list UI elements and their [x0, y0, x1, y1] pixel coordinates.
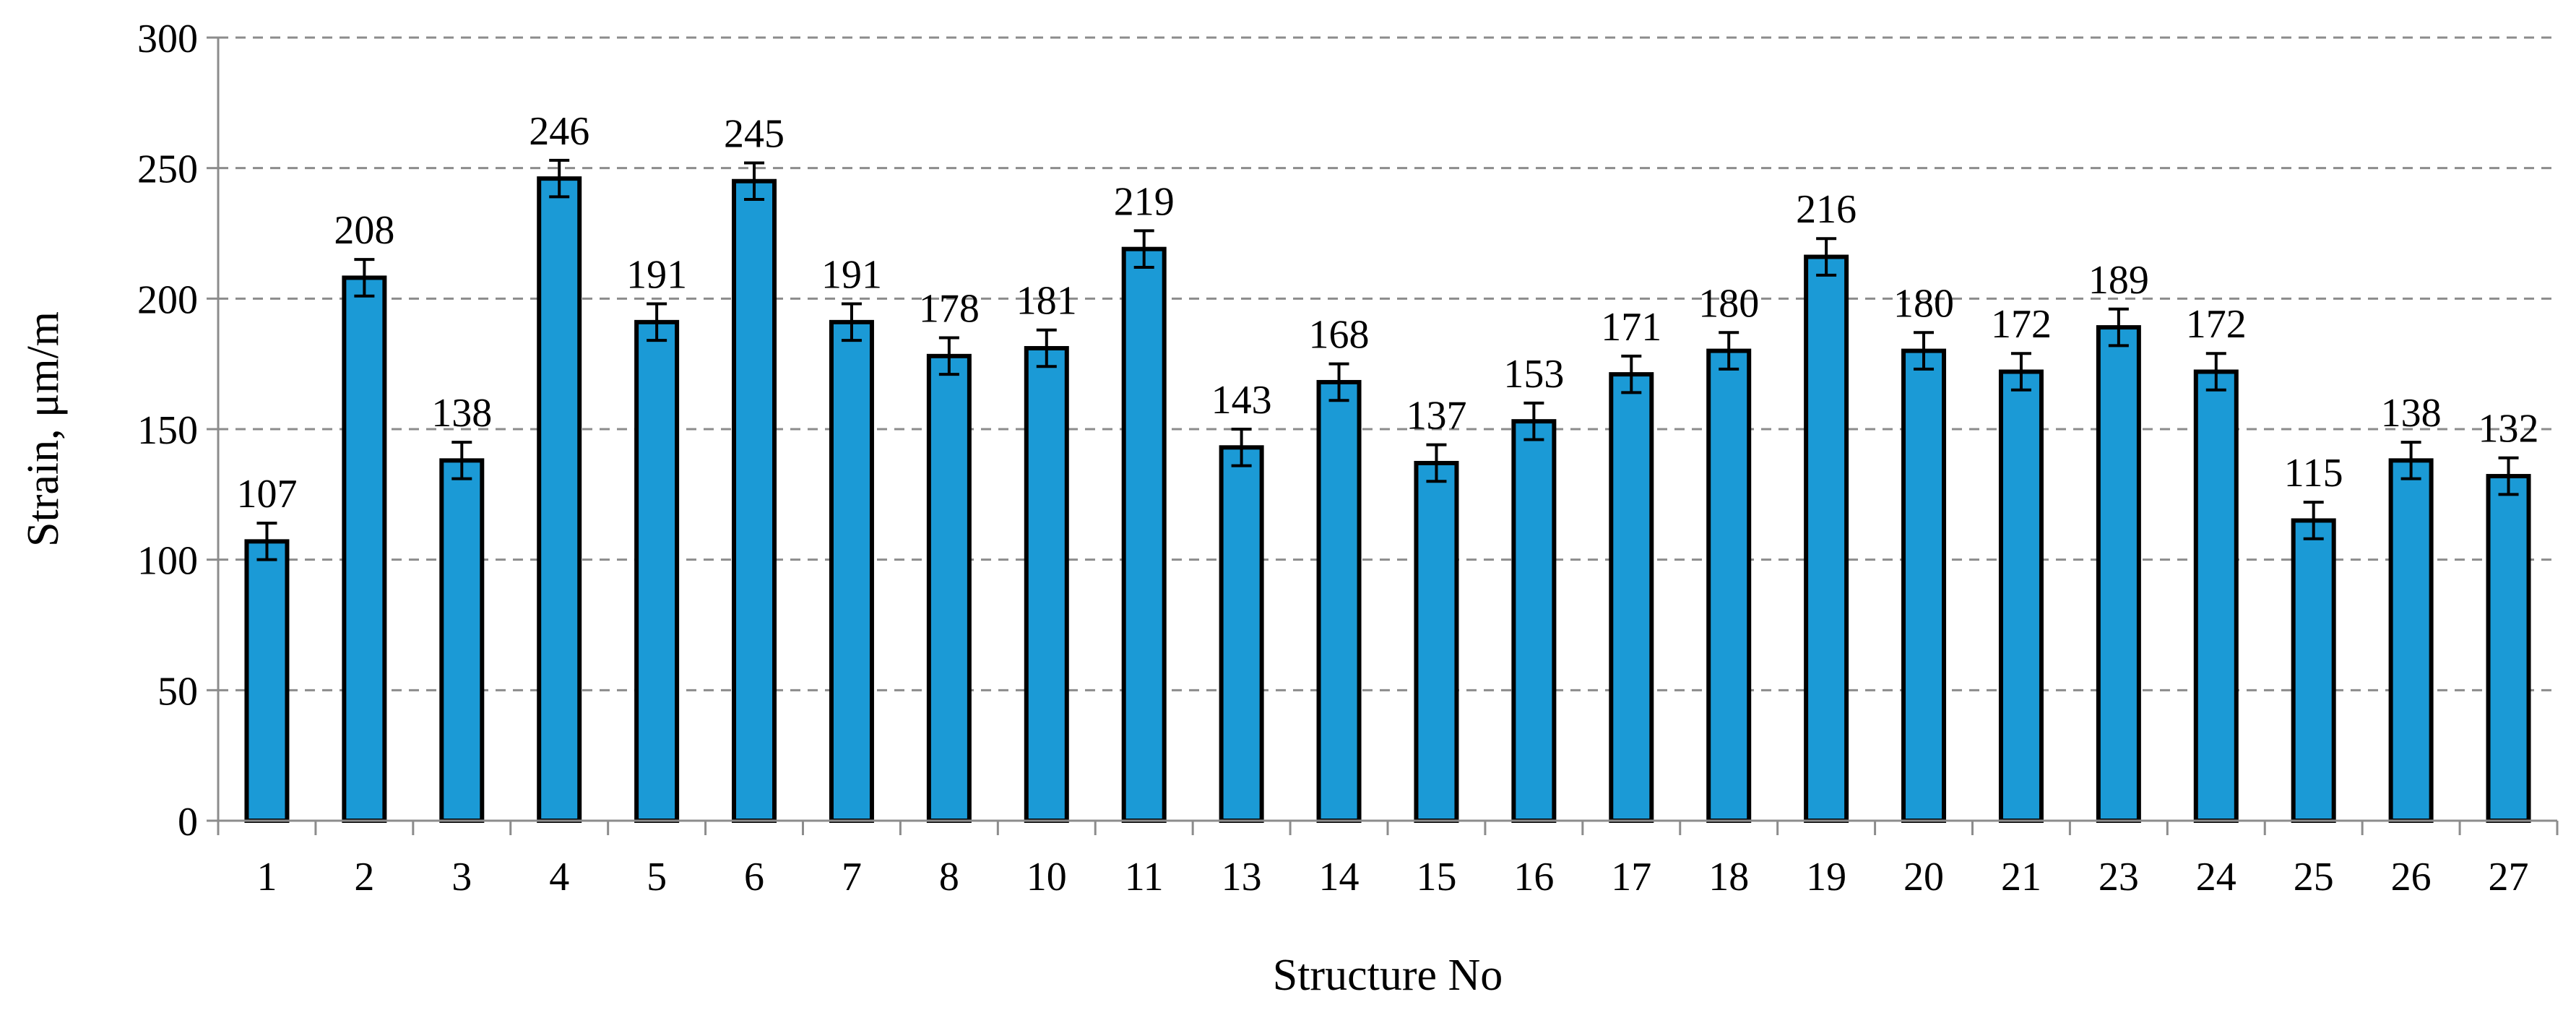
- data-label: 180: [1698, 281, 1759, 326]
- x-tick-label: 27: [2489, 855, 2529, 899]
- x-tick-label: 7: [842, 855, 862, 899]
- y-tick-label: 150: [137, 408, 198, 453]
- x-tick-label: 23: [2099, 855, 2139, 899]
- x-tick-label: 11: [1125, 855, 1164, 899]
- x-tick-label: 4: [549, 855, 569, 899]
- data-label: 181: [1016, 279, 1077, 324]
- data-label: 246: [529, 109, 589, 154]
- x-tick-label: 26: [2391, 855, 2432, 899]
- x-tick-label: 19: [1806, 855, 1846, 899]
- bar-24: [2193, 369, 2239, 823]
- bar-11: [1121, 246, 1167, 823]
- x-tick-label: 14: [1319, 855, 1360, 899]
- bar-14: [1316, 379, 1362, 823]
- data-label: 115: [2284, 451, 2343, 496]
- x-tick-label: 10: [1026, 855, 1067, 899]
- bar-25: [2291, 518, 2336, 823]
- y-tick-label: 0: [178, 800, 198, 845]
- y-tick-label: 200: [137, 277, 198, 322]
- bar-5: [634, 319, 680, 823]
- data-label: 168: [1309, 313, 1370, 358]
- bar-16: [1511, 419, 1557, 823]
- data-label: 172: [1991, 302, 2052, 347]
- bar-3: [439, 458, 485, 823]
- bar-15: [1414, 460, 1459, 823]
- bar-26: [2388, 458, 2434, 823]
- x-tick-label: 16: [1513, 855, 1554, 899]
- data-label: 138: [2381, 391, 2442, 436]
- x-tick-label: 13: [1222, 855, 1262, 899]
- bar-17: [1609, 372, 1654, 823]
- data-label: 216: [1796, 187, 1857, 232]
- data-label: 143: [1211, 378, 1272, 423]
- bars: [244, 158, 2531, 824]
- data-label: 191: [626, 253, 687, 298]
- data-label: 178: [919, 287, 980, 332]
- y-tick-label: 100: [137, 539, 198, 584]
- labels: 0501001502002503001071208213832464191524…: [137, 17, 2539, 899]
- x-tick-label: 3: [451, 855, 472, 899]
- data-label: 153: [1503, 352, 1564, 397]
- bar-8: [926, 353, 972, 823]
- bar-13: [1219, 445, 1264, 823]
- x-tick-label: 17: [1611, 855, 1651, 899]
- data-label: 171: [1601, 305, 1661, 350]
- data-label: 208: [334, 208, 394, 253]
- bar-19: [1804, 254, 1849, 823]
- x-tick-label: 5: [647, 855, 667, 899]
- y-axis-title: Strain, μm/m: [19, 311, 68, 547]
- x-axis-title: Structure No: [1273, 951, 1503, 1000]
- data-label: 245: [724, 111, 785, 156]
- bar-4: [537, 176, 582, 823]
- x-tick-label: 25: [2294, 855, 2334, 899]
- x-tick-label: 8: [939, 855, 959, 899]
- data-label: 191: [821, 253, 882, 298]
- data-label: 132: [2478, 407, 2539, 452]
- data-label: 107: [236, 472, 297, 517]
- axes: [207, 36, 2559, 835]
- data-label: 180: [1893, 281, 1954, 326]
- bar-1: [244, 539, 290, 824]
- bar-23: [2096, 325, 2141, 823]
- gridlines: [218, 36, 2557, 691]
- x-tick-label: 20: [1903, 855, 1944, 899]
- bar-2: [342, 275, 387, 823]
- y-tick-label: 50: [157, 669, 198, 714]
- x-tick-label: 24: [2196, 855, 2236, 899]
- bar-6: [732, 178, 777, 823]
- x-tick-label: 15: [1416, 855, 1456, 899]
- bar-7: [829, 319, 874, 823]
- data-label: 137: [1406, 394, 1466, 439]
- y-tick-label: 300: [137, 17, 198, 61]
- x-tick-label: 21: [2001, 855, 2041, 899]
- x-tick-label: 2: [354, 855, 374, 899]
- bar-20: [1901, 348, 1947, 824]
- data-label: 138: [431, 391, 492, 436]
- x-tick-label: 6: [744, 855, 764, 899]
- data-label: 189: [2088, 258, 2149, 303]
- bar-27: [2486, 474, 2531, 823]
- data-label: 172: [2186, 302, 2247, 347]
- x-tick-label: 1: [256, 855, 277, 899]
- y-tick-label: 250: [137, 147, 198, 192]
- bar-18: [1706, 348, 1752, 824]
- data-label: 219: [1114, 179, 1175, 224]
- x-tick-label: 18: [1708, 855, 1749, 899]
- bar-21: [1998, 369, 2044, 823]
- bar-10: [1024, 345, 1069, 823]
